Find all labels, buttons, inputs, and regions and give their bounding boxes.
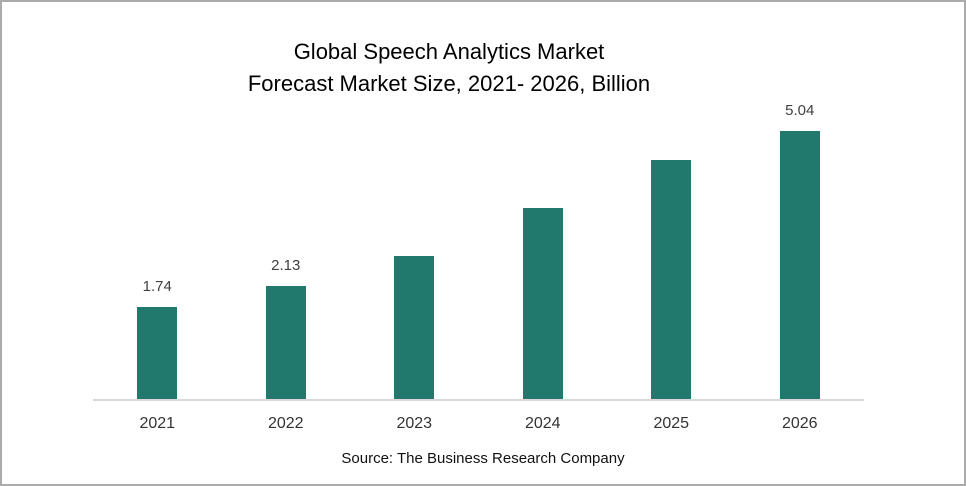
x-tick-label-2021: 2021 [139, 415, 176, 432]
bar-2023 [394, 256, 435, 400]
x-axis-line [93, 399, 864, 401]
source-note: Source: The Business Research Company [341, 450, 625, 467]
x-tick-label-2026: 2026 [781, 415, 818, 432]
x-tick-label-2022: 2022 [267, 415, 304, 432]
bar-2026 [779, 131, 820, 400]
bar-2025 [651, 160, 692, 400]
bar-slot-2023 [350, 100, 479, 400]
bar-slot-2024 [479, 100, 608, 400]
bar-slot-2025 [607, 100, 736, 400]
chart-title: Global Speech Analytics Market Forecast … [2, 36, 896, 100]
plot-area: 1.74 2.13 5.04 [93, 100, 864, 400]
x-tick-label-2023: 2023 [396, 415, 433, 432]
bar-slot-2022: 2.13 [222, 100, 351, 400]
bar-2021 [137, 307, 178, 400]
bar-2024 [522, 208, 563, 400]
bar-value-label-2021: 1.74 [142, 278, 172, 295]
x-axis-tick-labels: 2021 2022 2023 2024 2025 2026 [93, 415, 864, 433]
chart-title-line2: Forecast Market Size, 2021- 2026, Billio… [247, 71, 651, 96]
chart-title-line1: Global Speech Analytics Market [293, 39, 605, 64]
bar-value-label-2022: 2.13 [271, 257, 301, 274]
bar-2022 [265, 286, 306, 400]
bar-slot-2021: 1.74 [93, 100, 222, 400]
bar-value-label-2026: 5.04 [785, 102, 815, 119]
x-tick-label-2025: 2025 [653, 415, 690, 432]
x-tick-label-2024: 2024 [524, 415, 561, 432]
bar-slot-2026: 5.04 [736, 100, 865, 400]
